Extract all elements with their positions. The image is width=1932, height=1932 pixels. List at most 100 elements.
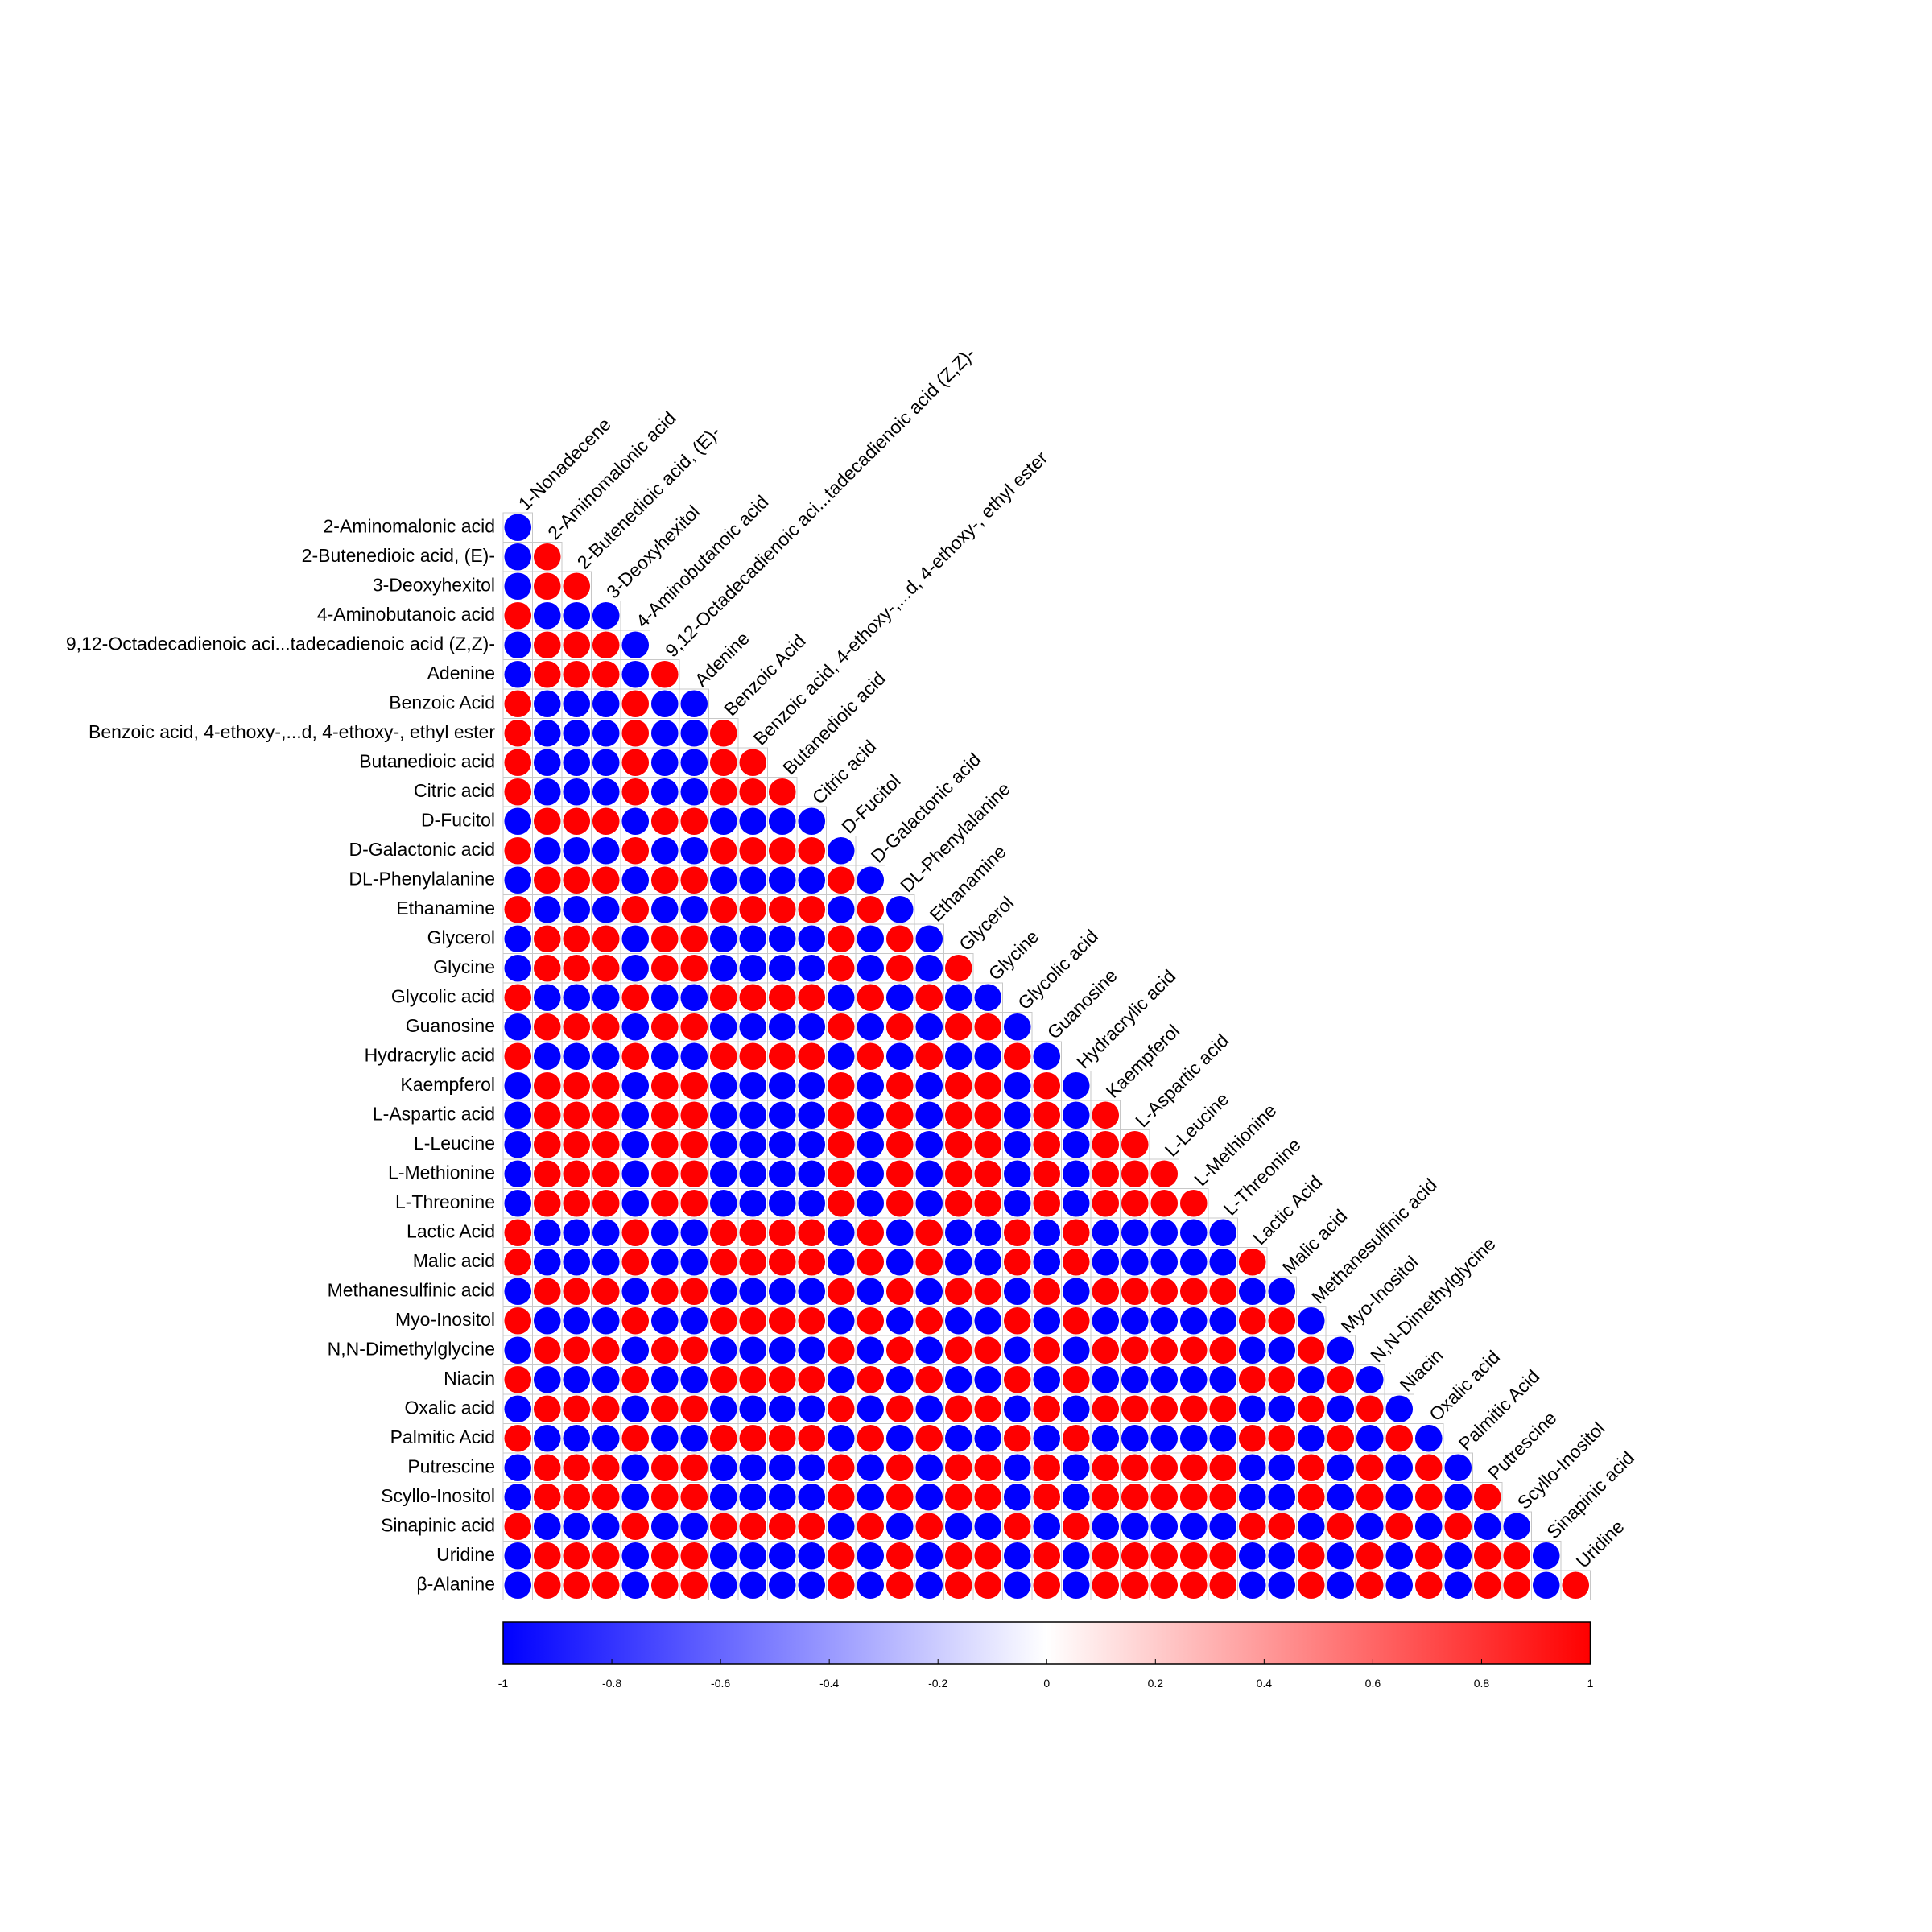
corr-circle xyxy=(563,1248,591,1276)
corr-circle xyxy=(592,660,620,688)
corr-circle xyxy=(1209,1483,1237,1511)
corr-circle xyxy=(533,1042,561,1071)
corr-circle xyxy=(709,1042,737,1071)
corr-circle xyxy=(974,1248,1002,1276)
corr-circle xyxy=(768,1160,796,1188)
corr-circle xyxy=(1092,1454,1120,1482)
corr-circle xyxy=(533,660,561,688)
corr-circle xyxy=(1062,1248,1090,1276)
corr-circle xyxy=(650,895,679,923)
corr-circle xyxy=(1121,1571,1149,1600)
corr-circle xyxy=(650,778,679,806)
corr-circle xyxy=(1297,1307,1325,1335)
corr-circle xyxy=(768,895,796,923)
corr-circle xyxy=(1062,1071,1090,1100)
corr-circle xyxy=(592,1365,620,1393)
corr-circle xyxy=(974,1365,1002,1393)
corr-circle xyxy=(1062,1365,1090,1393)
corr-circle xyxy=(533,984,561,1012)
corr-circle xyxy=(504,836,532,865)
corr-circle xyxy=(1179,1365,1208,1393)
corr-circle xyxy=(1033,1542,1061,1570)
corr-circle xyxy=(1062,1513,1090,1541)
corr-circle xyxy=(1268,1365,1296,1393)
corr-circle xyxy=(1268,1395,1296,1423)
corr-circle xyxy=(1209,1307,1237,1335)
corr-circle xyxy=(768,836,796,865)
corr-circle xyxy=(680,1513,708,1541)
corr-circle xyxy=(886,1483,914,1511)
corr-circle xyxy=(739,1454,767,1482)
corr-circle xyxy=(768,807,796,836)
corr-circle xyxy=(739,1071,767,1100)
row-label: Ethanamine xyxy=(396,898,495,919)
corr-circle xyxy=(621,690,650,718)
corr-circle xyxy=(563,1307,591,1335)
row-label: Niacin xyxy=(444,1368,495,1389)
corr-circle xyxy=(592,1278,620,1306)
column-label: Hydracrylic acid xyxy=(1072,965,1179,1072)
corr-circle xyxy=(1209,1424,1237,1452)
corr-circle xyxy=(1327,1483,1355,1511)
corr-circle xyxy=(1297,1571,1325,1600)
row-label: L-Aspartic acid xyxy=(373,1103,495,1124)
corr-circle xyxy=(709,1483,737,1511)
row-label: 3-Deoxyhexitol xyxy=(373,574,495,595)
row-label: Citric acid xyxy=(414,780,495,801)
corr-circle xyxy=(798,1219,826,1247)
corr-circle xyxy=(621,719,650,747)
corr-circle xyxy=(944,1130,972,1158)
corr-circle xyxy=(1179,1307,1208,1335)
corr-circle xyxy=(739,1571,767,1600)
row-label: Benzoic acid, 4-ethoxy-,...d, 4-ethoxy-,… xyxy=(89,721,495,742)
corr-circle xyxy=(1062,1130,1090,1158)
corr-circle xyxy=(504,1160,532,1188)
corr-circle xyxy=(1150,1365,1179,1393)
corr-circle xyxy=(650,1101,679,1129)
corr-circle xyxy=(739,1278,767,1306)
corr-circle xyxy=(886,1307,914,1335)
corr-circle xyxy=(886,925,914,953)
corr-circle xyxy=(1327,1513,1355,1541)
corr-circle xyxy=(974,1395,1002,1423)
corr-circle xyxy=(1327,1336,1355,1364)
corr-circle xyxy=(533,1424,561,1452)
corr-circle xyxy=(1033,1248,1061,1276)
corr-circle xyxy=(563,1160,591,1188)
corr-circle xyxy=(768,1424,796,1452)
corr-circle xyxy=(504,572,532,601)
corr-circle xyxy=(592,836,620,865)
colorbar-tick-label: -0.4 xyxy=(819,1677,839,1690)
corr-circle xyxy=(1150,1219,1179,1247)
corr-circle xyxy=(857,1395,885,1423)
corr-circle xyxy=(650,1013,679,1041)
corr-circle xyxy=(857,895,885,923)
corr-circle xyxy=(798,1101,826,1129)
corr-circle xyxy=(974,1278,1002,1306)
corr-circle xyxy=(827,895,855,923)
corr-circle xyxy=(1297,1336,1325,1364)
corr-circle xyxy=(533,1248,561,1276)
corr-circle xyxy=(621,1071,650,1100)
corr-circle xyxy=(1092,1307,1120,1335)
corr-circle xyxy=(1062,1307,1090,1335)
corr-circle xyxy=(1033,1189,1061,1217)
corr-circle xyxy=(768,1101,796,1129)
corr-circle xyxy=(857,1513,885,1541)
corr-circle xyxy=(1473,1542,1501,1570)
corr-circle xyxy=(886,1248,914,1276)
corr-circle xyxy=(1003,1278,1031,1306)
corr-circle xyxy=(857,1365,885,1393)
row-label: Putrescine xyxy=(407,1455,495,1476)
corr-circle xyxy=(768,1071,796,1100)
corr-circle xyxy=(974,1454,1002,1482)
corr-circle xyxy=(533,601,561,630)
corr-circle xyxy=(944,1071,972,1100)
corr-circle xyxy=(886,1336,914,1364)
row-label: Palmitic Acid xyxy=(390,1426,495,1447)
corr-circle xyxy=(1062,1101,1090,1129)
corr-circle xyxy=(1062,1483,1090,1511)
corr-circle xyxy=(680,1219,708,1247)
corr-circle xyxy=(944,1307,972,1335)
